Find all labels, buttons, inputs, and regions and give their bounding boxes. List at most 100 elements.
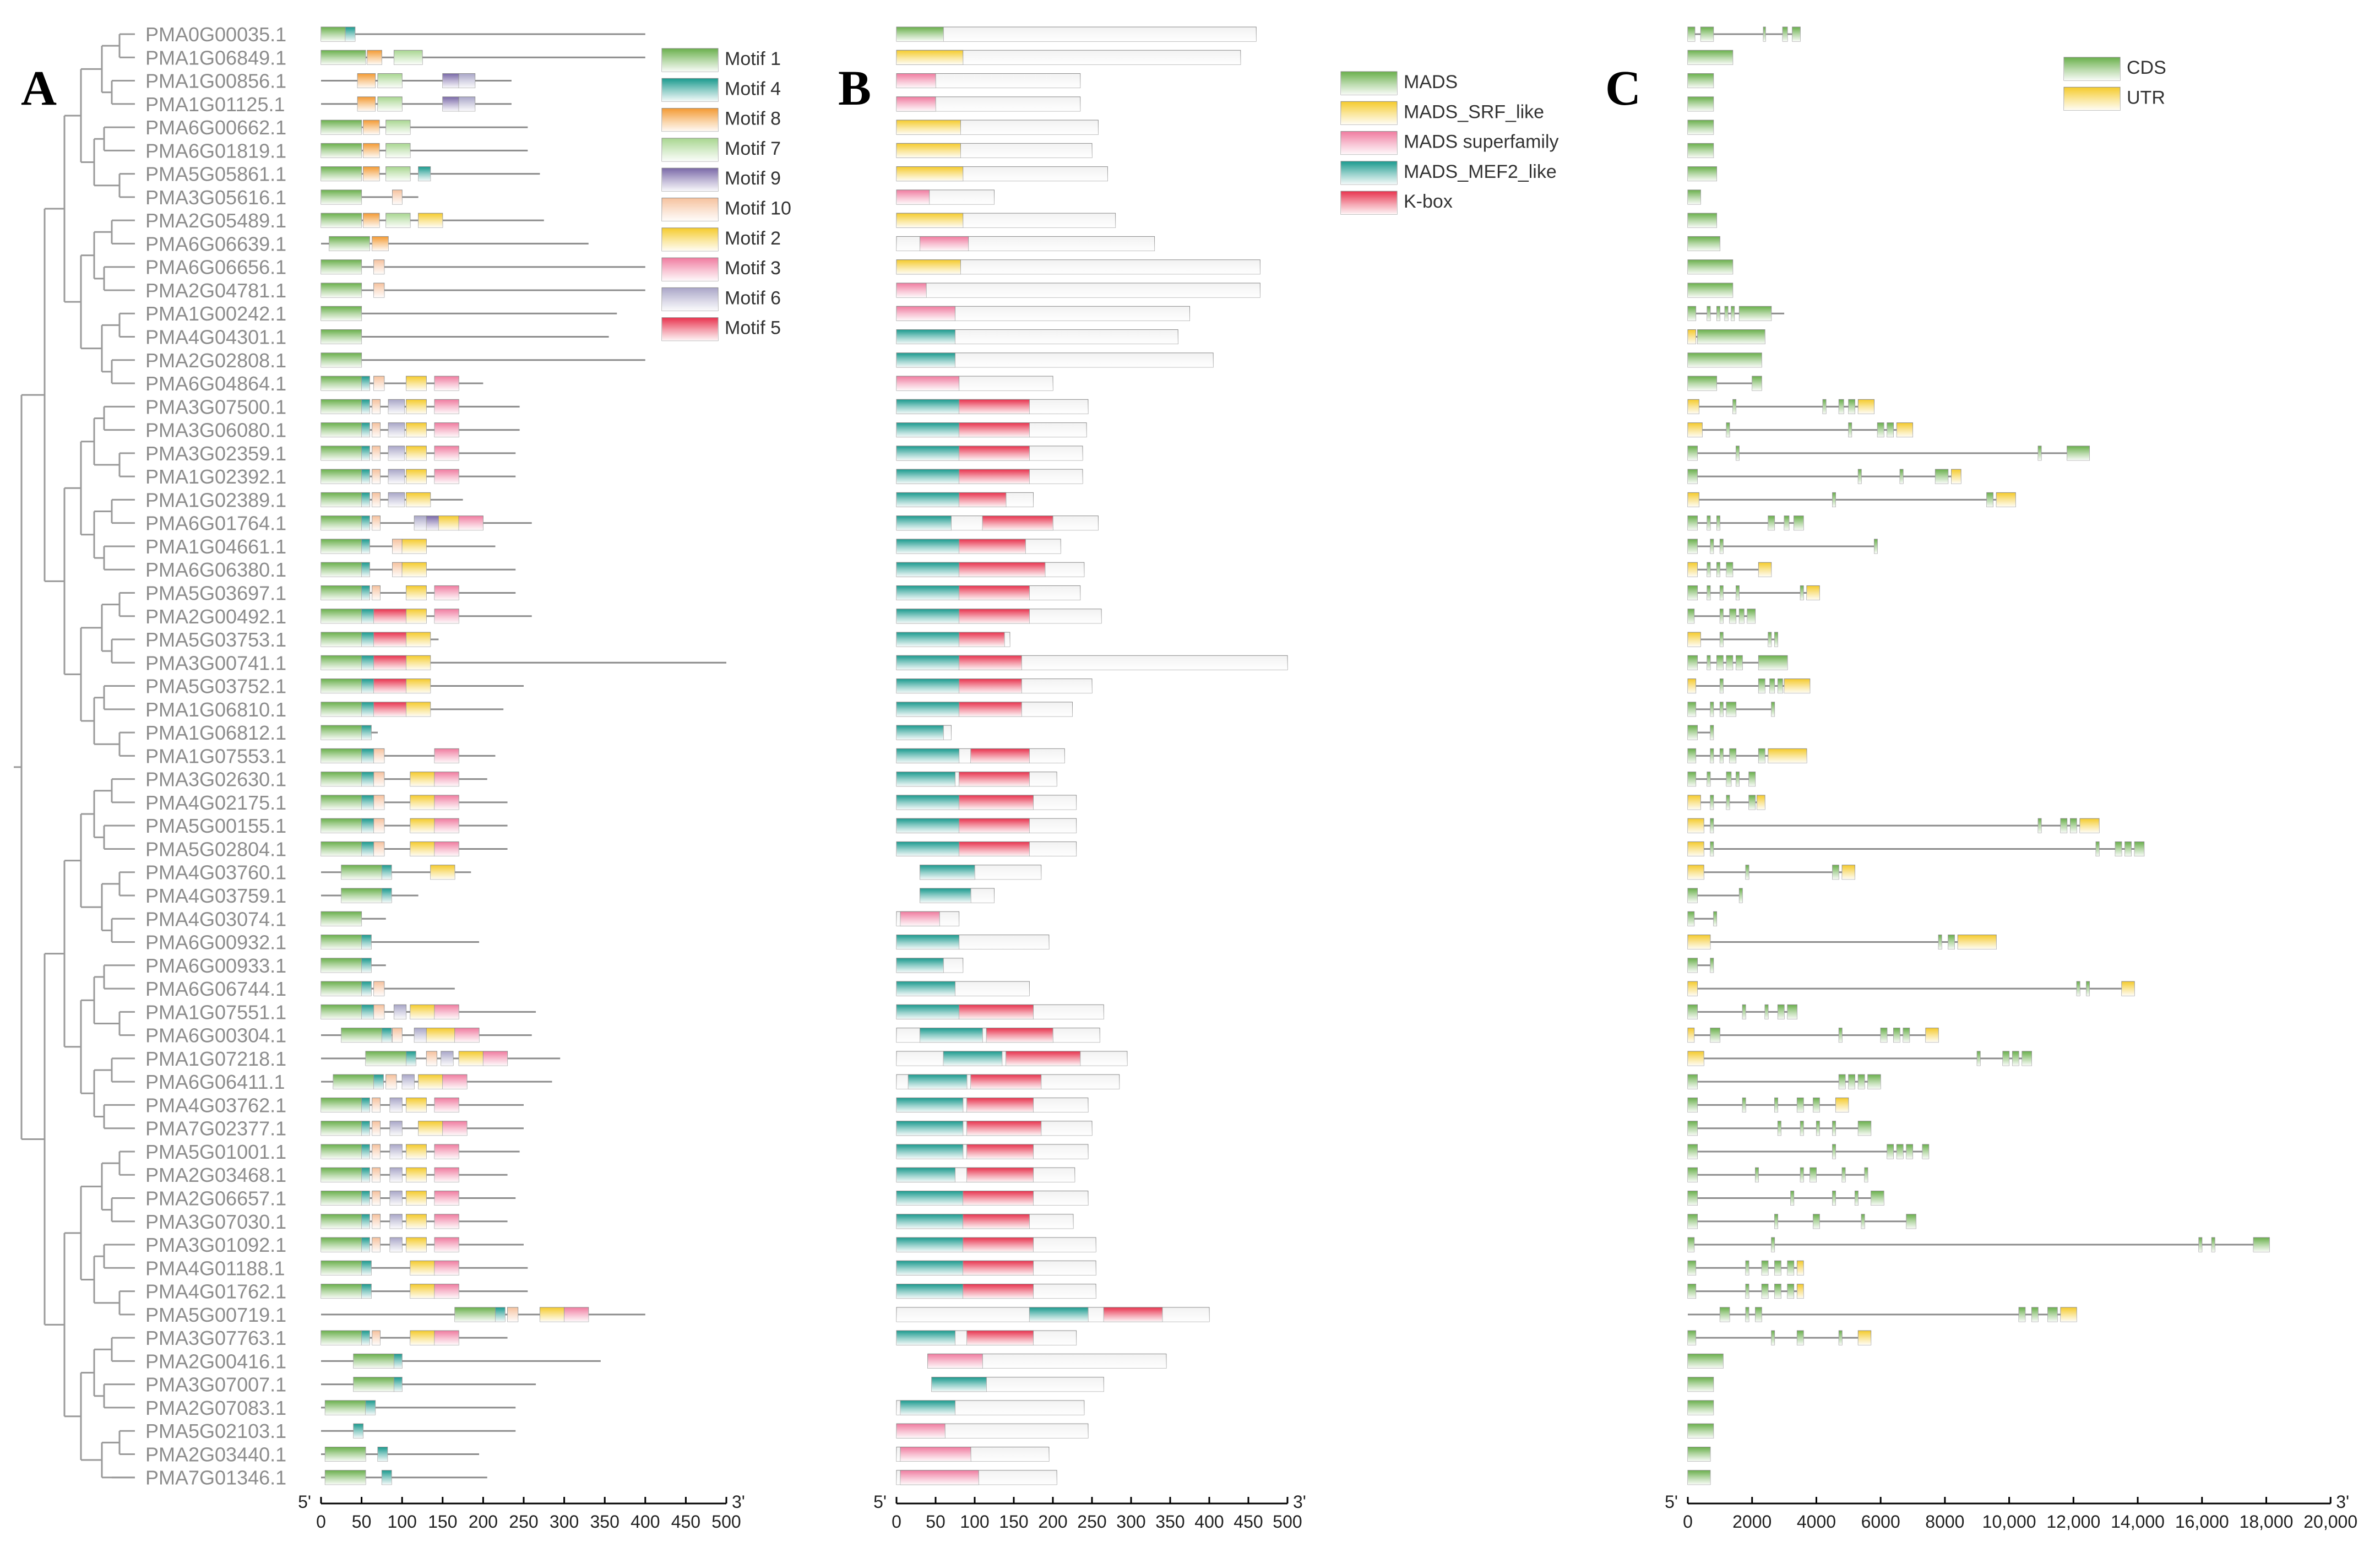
motif-2-box	[410, 1330, 435, 1345]
domain-sup-box	[900, 911, 940, 926]
gene-id-label: PMA3G07763.1	[145, 1327, 286, 1349]
motif-3-box	[434, 1191, 459, 1206]
cds-box	[1719, 585, 1724, 600]
motif-3-box	[434, 469, 459, 484]
gene-id-label: PMA2G07083.1	[145, 1397, 286, 1419]
motif-2-box	[406, 1097, 427, 1112]
cds-box	[1838, 1028, 1843, 1043]
domain-kbox-box	[1006, 1051, 1081, 1066]
domain-row	[896, 1237, 1096, 1252]
motif-row	[320, 958, 386, 973]
gene-id-label: PMA5G02804.1	[145, 838, 286, 860]
domain-row	[896, 446, 1083, 461]
motif-10-box	[373, 818, 385, 833]
motif-4-box	[406, 1051, 416, 1066]
gene-id-label: PMA1G06810.1	[145, 698, 286, 721]
utr-box	[1806, 585, 1820, 600]
motif-10-box	[372, 469, 381, 484]
cds-box	[1719, 539, 1724, 554]
gene-structure-row	[1687, 306, 1785, 321]
motif-10-box	[373, 259, 385, 275]
cds-box	[1771, 1330, 1775, 1345]
domain-row	[896, 26, 1257, 42]
motif-10-box	[372, 492, 381, 507]
motif-4-box	[361, 772, 374, 787]
motif-10-box	[507, 1307, 519, 1322]
cds-box	[1716, 515, 1720, 531]
cds-box	[1848, 422, 1852, 438]
cds-box	[1986, 492, 1993, 507]
utr-box	[1896, 422, 1914, 438]
domain-kbox-box	[966, 1330, 1034, 1345]
gene-structure-row	[1687, 1214, 1916, 1229]
domain-row	[896, 352, 1214, 368]
gene-structure-row	[1687, 795, 1765, 810]
cds-box	[1726, 655, 1734, 670]
gene-structure-row	[1687, 399, 1874, 414]
motif-4-box	[361, 562, 370, 577]
motif-2-box	[539, 1307, 565, 1322]
motif-row	[320, 1214, 508, 1229]
motif-2-box	[418, 213, 443, 228]
domain-sup-box	[896, 1423, 946, 1439]
motif-4-box	[361, 702, 374, 717]
motif-4-box	[361, 515, 370, 531]
domain-mef2-box	[896, 469, 960, 484]
gene-structure-row	[1687, 283, 1734, 298]
cds-box	[1687, 143, 1714, 158]
motif-10-box	[372, 1167, 381, 1182]
domain-sup-box	[900, 1470, 979, 1485]
cds-box	[1710, 539, 1714, 554]
cds-box	[1861, 1214, 1865, 1229]
motif-5-box	[373, 702, 407, 717]
motif-4-box	[361, 399, 370, 414]
motif-1-box	[341, 865, 382, 880]
domain-kbox-box	[986, 1028, 1053, 1043]
domain-row	[896, 981, 1030, 996]
motif-4-box	[418, 166, 431, 182]
cds-box	[1713, 911, 1718, 926]
motif-4-box	[361, 1284, 372, 1299]
domain-row	[896, 492, 1034, 507]
motif-row	[320, 935, 480, 950]
domain-mef2-box	[896, 446, 960, 461]
axis-tick-label: 200	[469, 1512, 498, 1532]
axis-tick-label: 100	[388, 1512, 417, 1532]
domain-srf-box	[896, 259, 961, 275]
motif-4-box	[361, 935, 372, 950]
domain-kbox-box	[963, 1191, 1034, 1206]
motif-2-box	[418, 1121, 443, 1136]
axis-tick-label: 250	[509, 1512, 538, 1532]
cds-box	[1719, 702, 1724, 717]
legend-motif-label: Motif 10	[725, 198, 791, 219]
cds-box	[1724, 306, 1729, 321]
cds-box	[1893, 1028, 1900, 1043]
domain-row	[896, 958, 964, 973]
cds-box	[1716, 562, 1720, 577]
utr-box	[1996, 492, 2016, 507]
domain-kbox-box	[1103, 1307, 1163, 1322]
gene-structure-row	[1687, 96, 1714, 112]
gene-id-label: PMA2G06657.1	[145, 1187, 286, 1210]
gene-structure-row	[1687, 748, 1807, 763]
motif-4-box	[361, 981, 372, 996]
domain-mef2-box	[896, 352, 955, 368]
motif-4-box	[361, 1214, 370, 1229]
motif-7-box	[377, 73, 403, 89]
motif-row	[320, 259, 645, 275]
cds-box	[1716, 655, 1724, 670]
cds-box	[1710, 1028, 1720, 1043]
domain-row	[927, 1353, 1167, 1369]
gene-id-label: PMA6G06380.1	[145, 558, 286, 581]
motif-4-box	[361, 1144, 370, 1159]
cds-box	[1687, 888, 1698, 903]
motif-8-box	[357, 96, 376, 112]
cds-box	[1736, 655, 1743, 670]
axis-tick-label: 300	[1116, 1512, 1145, 1532]
gene-structure-row	[1687, 911, 1718, 926]
legend-motif-item: Motif 6	[661, 287, 781, 311]
legend-swatch	[1340, 101, 1398, 125]
motif-3-box	[434, 1214, 459, 1229]
motif-row	[320, 678, 524, 694]
gene-id-label: PMA1G02389.1	[145, 488, 286, 511]
